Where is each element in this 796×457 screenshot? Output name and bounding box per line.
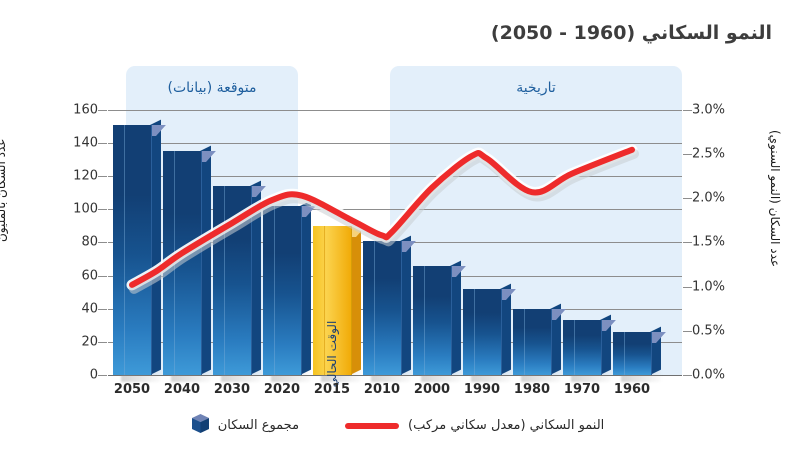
y-right-tick: 2.5%	[692, 146, 726, 162]
axis-tick-left	[98, 309, 107, 310]
bar[interactable]	[113, 119, 166, 382]
axis-tick-left	[98, 242, 107, 243]
bar[interactable]	[463, 283, 516, 382]
legend-item-population[interactable]: مجموع السكان	[191, 414, 300, 437]
bar-current[interactable]: الوقت الحالي	[313, 220, 366, 387]
axis-tick-left	[98, 342, 107, 343]
axis-tick-left	[98, 375, 107, 376]
y-left-tick: 40	[81, 301, 98, 317]
band-historical-label: تاريخية	[516, 80, 556, 96]
y-right-tick: 3.0%	[692, 102, 726, 118]
x-axis-label: 2040	[163, 382, 201, 397]
y-left-tick: 0	[89, 367, 98, 383]
growth-line-series	[126, 144, 639, 294]
axis-tick-left	[98, 176, 107, 177]
bar[interactable]	[613, 326, 666, 382]
y-left-tick: 100	[73, 201, 98, 217]
gridline	[108, 110, 682, 111]
x-axis-label: 2020	[263, 382, 301, 397]
y-axis-right-title: عدد السكان (النمو السنوي)	[768, 130, 782, 268]
y-left-tick: 140	[73, 135, 98, 151]
axis-tick-left	[98, 276, 107, 277]
y-right-tick: 0.5%	[692, 323, 726, 339]
x-axis-label: 2010	[363, 382, 401, 397]
gridline	[108, 143, 682, 144]
y-left-tick: 120	[73, 168, 98, 184]
bar[interactable]	[413, 260, 466, 382]
bar-front	[613, 332, 652, 375]
x-axis-label: 1960	[613, 382, 651, 397]
bar-front	[363, 241, 402, 375]
x-axis-label: 1980	[513, 382, 551, 397]
y-right-tick: 0.0%	[692, 367, 726, 383]
axis-tick-right	[683, 331, 692, 332]
y-left-tick: 160	[73, 102, 98, 118]
line-icon	[345, 422, 400, 429]
axis-tick-right	[683, 198, 692, 199]
x-axis-label: 2030	[213, 382, 251, 397]
plot-area: متوقعة (بيانات) تاريخية ال	[98, 66, 692, 387]
bar[interactable]	[363, 235, 416, 382]
x-axis-label: 1990	[463, 382, 501, 397]
legend-item-growth[interactable]: النمو السكاني (معدل سكاني مركب)	[345, 418, 604, 433]
gridline	[108, 176, 682, 177]
y-right-tick: 1.0%	[692, 279, 726, 295]
y-axis-left-title: عدد السكان بالمليون	[0, 138, 8, 242]
cube-icon	[191, 414, 209, 437]
y-right-tick: 2.0%	[692, 190, 726, 206]
band-projected-label: متوقعة (بيانات)	[167, 80, 257, 96]
page-title: النمو السكاني (1960 - 2050)	[490, 22, 772, 44]
bar[interactable]	[513, 303, 566, 382]
axis-tick-right	[683, 242, 692, 243]
bar-front	[513, 309, 552, 375]
bar[interactable]	[263, 200, 316, 382]
x-axis-label: 2015	[313, 382, 351, 397]
x-axis-label: 2000	[413, 382, 451, 397]
axis-tick-right	[683, 375, 692, 376]
chart-legend: مجموع السكان النمو السكاني (معدل سكاني م…	[0, 414, 796, 437]
axis-tick-right	[683, 287, 692, 288]
x-axis-label: 2050	[113, 382, 151, 397]
axis-tick-left	[98, 110, 107, 111]
bar-front	[113, 125, 152, 375]
legend-label-growth: النمو السكاني (معدل سكاني مركب)	[408, 418, 605, 433]
axis-tick-right	[683, 154, 692, 155]
bar-front	[563, 320, 602, 375]
axis-tick-left	[98, 143, 107, 144]
y-left-tick: 20	[81, 334, 98, 350]
bar-front	[263, 206, 302, 375]
y-left-tick: 60	[81, 268, 98, 284]
y-right-tick: 1.5%	[692, 234, 726, 250]
bar-front	[463, 289, 502, 375]
bar-front	[313, 226, 352, 375]
axis-tick-right	[683, 110, 692, 111]
y-left-tick: 80	[81, 234, 98, 250]
bar[interactable]	[563, 314, 616, 382]
axis-baseline	[108, 375, 682, 376]
legend-label-population: مجموع السكان	[217, 418, 300, 433]
x-axis-label: 1970	[563, 382, 601, 397]
axis-tick-left	[98, 209, 107, 210]
bar-front	[413, 266, 452, 375]
gridline	[108, 209, 682, 210]
